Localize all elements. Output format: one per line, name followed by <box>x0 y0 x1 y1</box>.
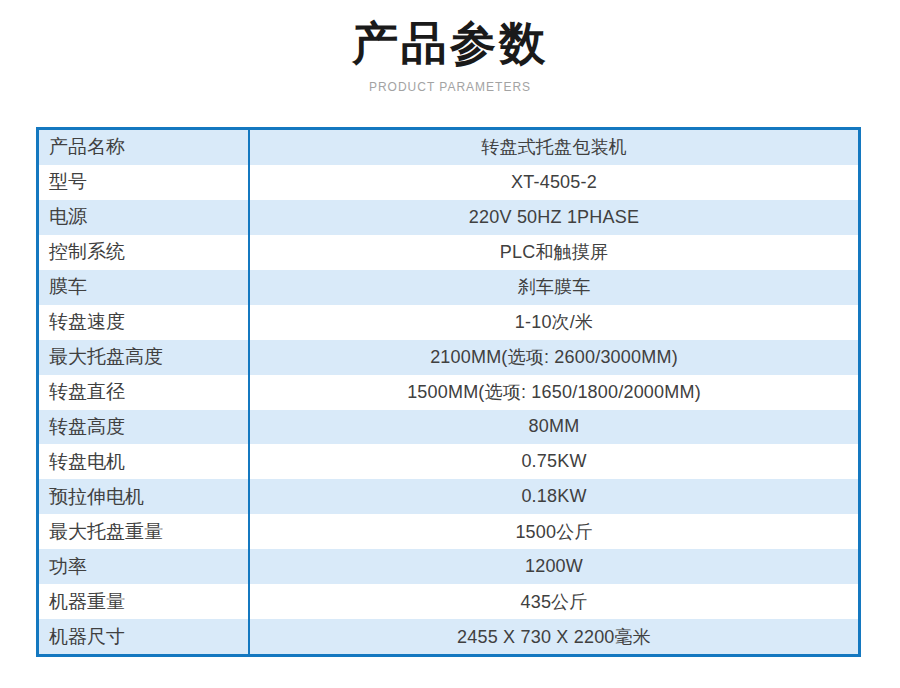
page-title: 产品参数 <box>0 14 900 72</box>
param-value: 0.18KW <box>250 479 858 514</box>
param-value: 220V 50HZ 1PHASE <box>250 200 858 235</box>
param-value: 1500公斤 <box>250 514 858 549</box>
page-header: 产品参数 PRODUCT PARAMETERS <box>0 0 900 95</box>
param-label: 最大托盘重量 <box>39 514 250 549</box>
param-value: 转盘式托盘包装机 <box>250 130 858 165</box>
table-row: 转盘速度 1-10次/米 <box>39 305 858 340</box>
param-value: 2100MM(选项: 2600/3000MM) <box>250 340 858 375</box>
param-label: 机器重量 <box>39 584 250 619</box>
param-label: 转盘高度 <box>39 410 250 445</box>
param-label: 膜车 <box>39 270 250 305</box>
param-value: 435公斤 <box>250 584 858 619</box>
param-label: 机器尺寸 <box>39 619 250 654</box>
table-row: 最大托盘重量 1500公斤 <box>39 514 858 549</box>
table-row: 产品名称 转盘式托盘包装机 <box>39 130 858 165</box>
table-row: 控制系统 PLC和触摸屏 <box>39 235 858 270</box>
param-label: 最大托盘高度 <box>39 340 250 375</box>
table-row: 功率 1200W <box>39 549 858 584</box>
table-row: 膜车 刹车膜车 <box>39 270 858 305</box>
param-value: 刹车膜车 <box>250 270 858 305</box>
param-value: 1500MM(选项: 1650/1800/2000MM) <box>250 375 858 410</box>
table-row: 转盘直径 1500MM(选项: 1650/1800/2000MM) <box>39 375 858 410</box>
parameters-table: 产品名称 转盘式托盘包装机 型号 XT-4505-2 电源 220V 50HZ … <box>36 127 861 657</box>
table-row: 机器尺寸 2455 X 730 X 2200毫米 <box>39 619 858 654</box>
param-value: 0.75KW <box>250 444 858 479</box>
page-subtitle: PRODUCT PARAMETERS <box>0 80 900 95</box>
param-value: 1-10次/米 <box>250 305 858 340</box>
table-row: 型号 XT-4505-2 <box>39 165 858 200</box>
param-value: 1200W <box>250 549 858 584</box>
param-label: 型号 <box>39 165 250 200</box>
param-value: XT-4505-2 <box>250 165 858 200</box>
table-row: 机器重量 435公斤 <box>39 584 858 619</box>
param-value: PLC和触摸屏 <box>250 235 858 270</box>
param-value: 2455 X 730 X 2200毫米 <box>250 619 858 654</box>
param-label: 转盘电机 <box>39 444 250 479</box>
param-label: 转盘速度 <box>39 305 250 340</box>
table-row: 最大托盘高度 2100MM(选项: 2600/3000MM) <box>39 340 858 375</box>
param-label: 转盘直径 <box>39 375 250 410</box>
table-row: 电源 220V 50HZ 1PHASE <box>39 200 858 235</box>
table-row: 转盘高度 80MM <box>39 410 858 445</box>
param-label: 产品名称 <box>39 130 250 165</box>
param-label: 功率 <box>39 549 250 584</box>
param-label: 控制系统 <box>39 235 250 270</box>
param-label: 预拉伸电机 <box>39 479 250 514</box>
table-row: 预拉伸电机 0.18KW <box>39 479 858 514</box>
param-value: 80MM <box>250 410 858 445</box>
param-label: 电源 <box>39 200 250 235</box>
table-row: 转盘电机 0.75KW <box>39 444 858 479</box>
